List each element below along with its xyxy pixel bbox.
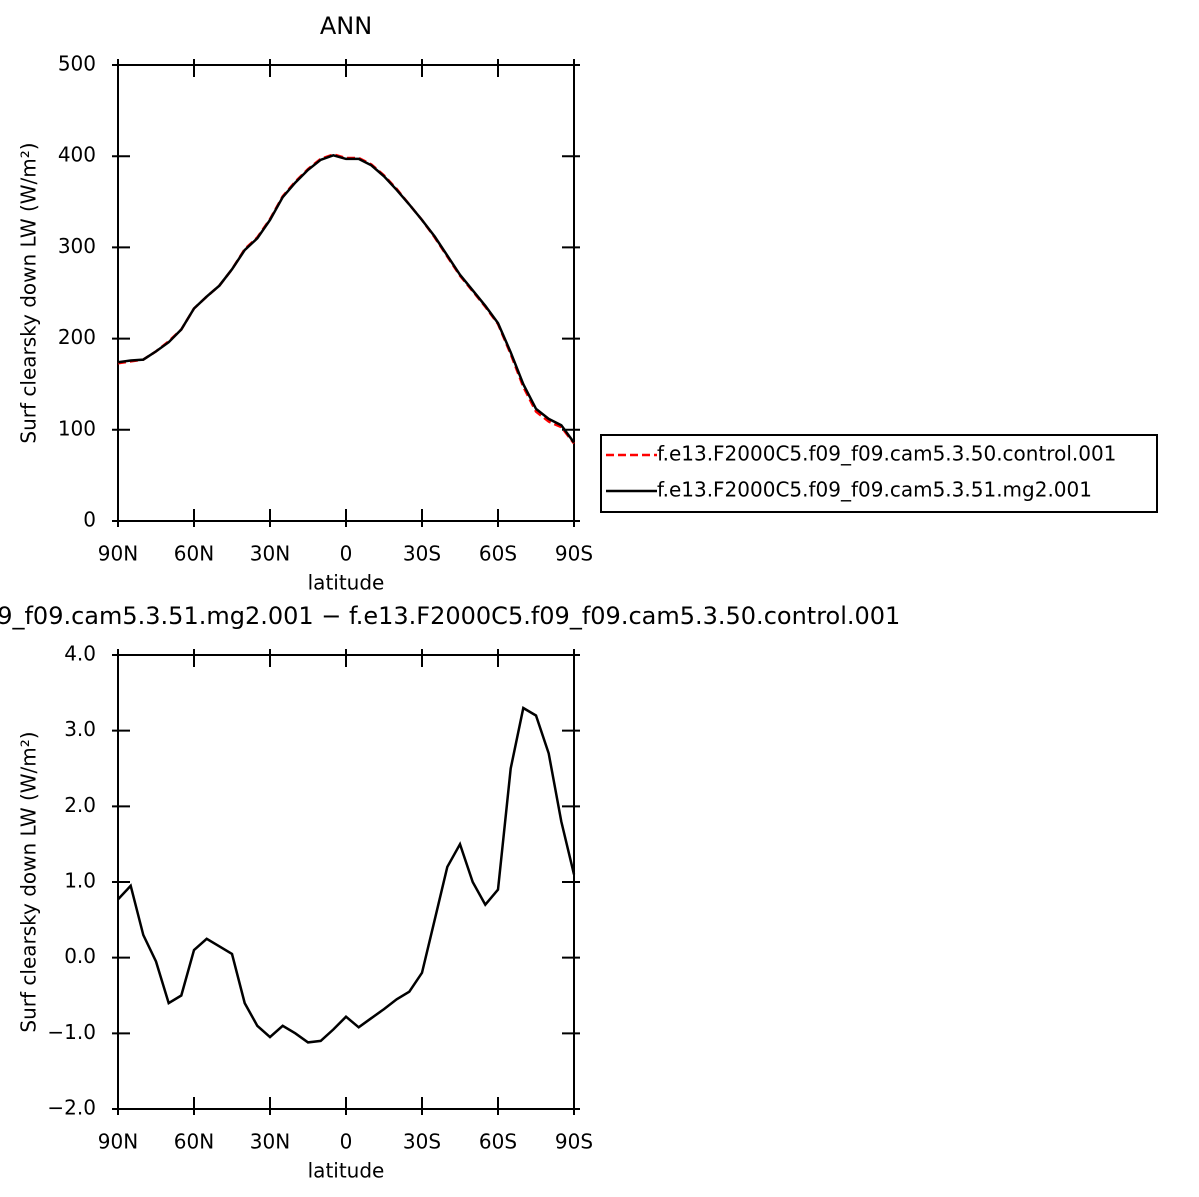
x-tick-label: 0 [340,542,353,566]
y-tick-label: 2.0 [64,793,96,817]
plot-frame [117,64,575,522]
x-axis-title: latitude [308,571,385,595]
x-tick-label: 60N [174,542,214,566]
y-tick-label: 0.0 [64,944,96,968]
y-tick-label: 3.0 [64,717,96,741]
x-tick-label: 0 [340,1130,353,1154]
legend-label: f.e13.F2000C5.f09_f09.cam5.3.51.mg2.001 [657,478,1092,502]
y-tick-label: 100 [58,416,96,440]
y-tick-label: 200 [58,325,96,349]
x-tick-label: 30N [250,542,290,566]
y-tick-label: 500 [58,52,96,76]
y-tick-label: −1.0 [47,1020,96,1044]
data-line [117,153,575,445]
y-axis-title: Surf clearsky down LW (W/m²) [17,731,41,1032]
x-tick-label: 90S [555,542,593,566]
x-tick-label: 60S [479,1130,517,1154]
y-axis-title: Surf clearsky down LW (W/m²) [17,142,41,443]
x-tick-label: 30S [403,542,441,566]
y-tick-label: 0 [83,508,96,532]
x-tick-label: 30N [250,1130,290,1154]
y-tick-label: 4.0 [64,642,96,666]
y-tick-label: 1.0 [64,869,96,893]
data-line [117,153,576,444]
legend-box [600,434,1158,513]
legend-label: f.e13.F2000C5.f09_f09.cam5.3.50.control.… [657,442,1116,466]
x-tick-label: 60S [479,542,517,566]
x-tick-label: 60N [174,1130,214,1154]
x-axis-title: latitude [308,1159,385,1183]
x-tick-label: 90N [98,542,138,566]
y-tick-label: 300 [58,234,96,258]
plot-frame [117,654,575,1110]
chart-title: ANN [320,12,372,40]
y-tick-label: 400 [58,143,96,167]
data-line [117,706,576,1044]
x-tick-label: 90S [555,1130,593,1154]
x-tick-label: 90N [98,1130,138,1154]
chart-title: f.e13.F2000C5.f09_f09.cam5.3.51.mg2.001 … [0,602,900,630]
x-tick-label: 30S [403,1130,441,1154]
y-tick-label: −2.0 [47,1096,96,1120]
